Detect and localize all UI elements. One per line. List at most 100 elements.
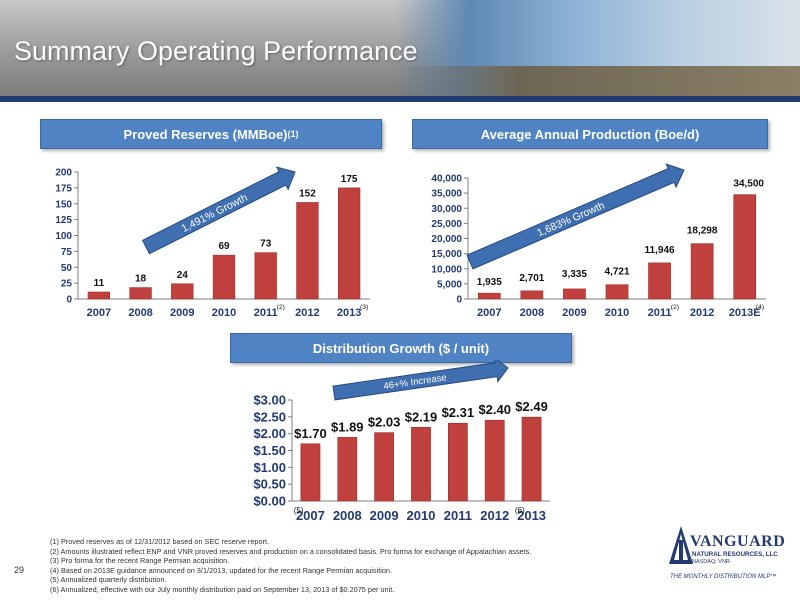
reserves-title-text: Proved Reserves (MMBoe) (123, 126, 288, 142)
bar-2010 (212, 254, 236, 300)
logo-subtitle: NATURAL RESOURCES, LLC (692, 551, 778, 558)
x-tick-label-2009: 2009 (370, 508, 399, 523)
y-tick-label: 0 (66, 295, 72, 306)
footnote-4: (4) Based on 2013E guidance announced on… (50, 565, 392, 575)
growth-annotation: 1,683% Growth (535, 200, 606, 240)
growth-arrow-shape (332, 360, 509, 401)
y-tick-label: 150 (55, 199, 72, 210)
data-label-2007: $1.70 (294, 426, 327, 441)
company-logo: VANGUARD NATURAL RESOURCES, LLC NASDAQ: … (668, 524, 792, 586)
x-tick-label-2011: 2011 (648, 307, 672, 319)
x-tick-label-2007: 2007 (87, 307, 111, 319)
y-tick-label: 0 (456, 295, 462, 306)
bar-2007 (477, 292, 501, 300)
data-label-2012: $2.40 (478, 402, 511, 417)
data-label-2013: 175 (341, 174, 358, 185)
y-tick-label: 35,000 (431, 189, 462, 200)
logo-emblem-icon (669, 526, 693, 564)
y-tick-label: 25,000 (431, 219, 462, 230)
bar-2012 (484, 419, 505, 502)
data-label-2013E: 34,500 (733, 179, 764, 190)
x-tick-note-2013: (3) (360, 304, 368, 311)
reserves-chart: 0 25 50 75 100 125 150 175 200 11 2007 18 2008 24 2009… (55, 166, 370, 319)
x-tick-label-2012: 2012 (295, 307, 319, 319)
bar-2008 (337, 437, 358, 502)
bar-2010 (605, 284, 629, 300)
y-tick-label: $2.50 (253, 409, 286, 424)
bar-2013E (733, 194, 757, 300)
data-label-2012: 18,298 (687, 226, 718, 237)
data-label-2010: 69 (218, 241, 230, 252)
growth-arrow-shape (141, 166, 296, 255)
reserves-panel-title: Proved Reserves (MMBoe) (1) (40, 119, 382, 149)
bar-2013 (337, 187, 361, 300)
photo-ground (395, 66, 800, 96)
page-title: Summary Operating Performance (14, 36, 418, 66)
oilfield-photo (395, 0, 800, 96)
x-tick-label-2012: 2012 (690, 307, 714, 319)
x-tick-label-2009: 2009 (562, 307, 586, 319)
y-tick-label: 200 (55, 168, 72, 179)
y-tick-label: 175 (55, 183, 72, 194)
data-label-2008: 2,701 (519, 273, 544, 284)
data-label-2007: 11 (94, 278, 105, 289)
y-tick-label: 50 (61, 263, 73, 274)
data-label-2009: $2.03 (368, 415, 401, 430)
bar-2013 (521, 416, 542, 502)
page-number: 29 (14, 565, 25, 575)
x-tick-note-2013E: (4) (756, 304, 764, 311)
data-label-2010: $2.19 (405, 409, 438, 424)
bar-2008 (520, 290, 544, 300)
y-tick-label: 100 (55, 231, 72, 242)
bar-2011 (254, 252, 277, 300)
bar-2009 (563, 288, 586, 300)
x-tick-label-2010: 2010 (212, 307, 236, 319)
x-tick-label-2007: 2007 (296, 508, 325, 523)
y-tick-label: 10,000 (431, 264, 462, 275)
x-tick-label-2010: 2010 (605, 307, 629, 319)
x-tick-note-2007: (5) (294, 506, 304, 515)
production-title-text: Average Annual Production (Boe/d) (480, 126, 700, 142)
x-tick-label-2012: 2012 (480, 508, 509, 523)
y-tick-label: 25 (61, 279, 73, 290)
distribution-chart: $0.00 $0.50 $1.00 $1.50 $2.00 $2.50$3.00 $1.70… (253, 360, 550, 523)
x-tick-label-2007: 2007 (477, 307, 501, 319)
y-tick-label: $1.00 (253, 460, 286, 475)
bar-2009 (171, 283, 194, 300)
x-tick-label-2011: 2011 (254, 307, 278, 319)
growth-arrow-icon: 1,683% Growth (466, 163, 685, 270)
x-tick-label-2011: 2011 (444, 508, 472, 523)
data-label-2009: 24 (177, 270, 189, 281)
x-tick-label-2008: 2008 (333, 508, 362, 523)
data-label-2010: 4,721 (604, 267, 629, 278)
data-label-2008: $1.89 (331, 419, 364, 434)
footnote-2: (2) Amounts illustrated reflect ENP and … (50, 546, 532, 556)
y-tick-label: $3.00 (253, 393, 286, 408)
growth-annotation: 1,491% Growth (180, 192, 250, 235)
logo-name: VANGUARD (690, 533, 786, 550)
x-tick-label-2009: 2009 (170, 307, 194, 319)
distribution-panel-title: Distribution Growth ($ / unit) (230, 333, 572, 363)
x-tick-label-2008: 2008 (520, 307, 544, 319)
y-tick-label: 30,000 (431, 204, 462, 215)
x-tick-label-2010: 2010 (407, 508, 436, 523)
bar-2007 (87, 291, 111, 300)
bar-2012 (296, 202, 319, 300)
y-tick-label: 5,000 (437, 279, 462, 290)
bar-2011 (648, 262, 671, 300)
distribution-title-text: Distribution Growth ($ / unit) (312, 340, 490, 356)
footnote-1: (1) Proved reserves as of 12/31/2012 bas… (50, 537, 270, 546)
data-label-2008: 18 (135, 274, 147, 285)
footnote-6: (6) Annualized, effective with our July … (50, 584, 395, 594)
header-rule (0, 96, 800, 102)
footnote-3: (3) Pro forma for the recent Range Permi… (50, 556, 230, 565)
data-label-2011: 11,946 (645, 245, 675, 256)
y-tick-label: $0.00 (253, 494, 286, 509)
production-panel-title: Average Annual Production (Boe/d) (412, 119, 768, 149)
data-label-2012: 152 (299, 188, 316, 199)
y-tick-label: 15,000 (431, 249, 462, 260)
footnotes: (1) Proved reserves as of 12/31/2012 bas… (50, 537, 531, 594)
y-tick-label: 125 (55, 215, 72, 226)
x-tick-label-2008: 2008 (128, 307, 152, 319)
data-label-2007: 1,935 (477, 277, 502, 288)
